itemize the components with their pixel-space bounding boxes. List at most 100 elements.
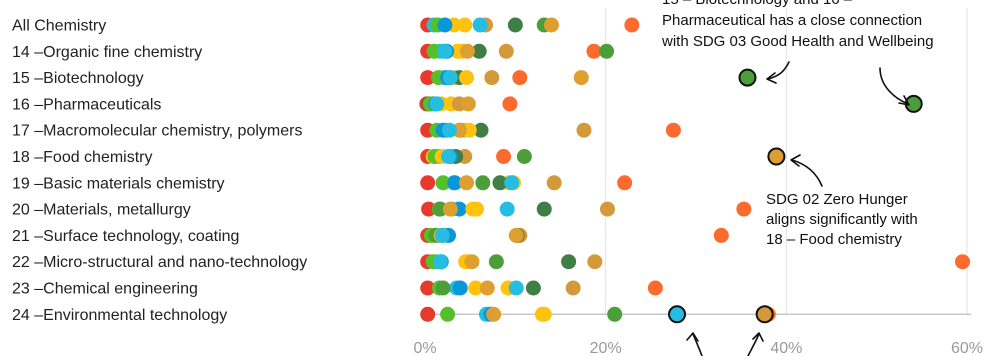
data-point: [435, 175, 451, 191]
arrowhead-icon: [752, 332, 764, 342]
data-point: [573, 70, 589, 86]
data-point: [486, 306, 502, 322]
highlighted-point: [668, 305, 687, 324]
data-point: [421, 201, 437, 217]
data-point: [464, 254, 480, 270]
category-label: 20 –Materials, metallurgy: [12, 202, 191, 219]
arrow-icon: [791, 159, 823, 187]
category-label: 14 –Organic fine chemistry: [12, 44, 202, 61]
data-point: [459, 70, 475, 86]
data-point: [457, 17, 473, 33]
data-point: [586, 43, 602, 59]
arrow-icon: [879, 67, 909, 105]
data-point: [624, 17, 640, 33]
category-label: 21 –Surface technology, coating: [12, 228, 239, 245]
highlighted-points: [668, 68, 923, 324]
data-point: [459, 43, 475, 59]
data-point: [508, 227, 524, 243]
data-point: [543, 17, 559, 33]
category-label: 18 –Food chemistry: [12, 149, 153, 166]
x-tick-label: 20%: [590, 340, 622, 356]
data-point: [498, 43, 514, 59]
x-tick-label: 60%: [951, 340, 983, 356]
data-point: [508, 280, 524, 296]
data-point: [516, 149, 532, 164]
annotation-pharma-line-1: 15 – Biotechnology and 16 –: [662, 0, 853, 8]
data-point: [459, 175, 475, 191]
data-point: [525, 280, 541, 296]
data-point: [442, 201, 458, 217]
data-point: [442, 70, 458, 86]
annotation-food-line-1: SDG 02 Zero Hunger: [766, 191, 908, 208]
data-point: [465, 201, 481, 217]
data-point: [452, 280, 468, 296]
x-axis-ticks: 0% 20% 40% 60%: [413, 340, 983, 356]
data-point: [460, 96, 476, 112]
data-point: [473, 122, 489, 138]
data-point: [437, 43, 453, 59]
arrowhead-icon: [790, 154, 801, 167]
arrow-icon: [692, 333, 703, 356]
data-point: [471, 43, 487, 59]
data-point: [599, 43, 615, 59]
data-point: [472, 17, 488, 33]
data-point: [561, 254, 577, 270]
data-point: [536, 201, 552, 217]
data-point: [420, 175, 436, 191]
annotation-food-line-2: aligns significantly with: [766, 211, 918, 228]
data-point: [426, 43, 442, 59]
highlighted-point: [738, 68, 757, 87]
data-point: [435, 280, 451, 296]
category-label: 16 –Pharmaceuticals: [12, 96, 161, 113]
data-point: [576, 122, 592, 138]
data-point: [475, 175, 491, 191]
category-label: 19 –Basic materials chemistry: [12, 175, 225, 192]
data-point: [534, 306, 550, 322]
data-point: [437, 17, 453, 33]
data-point: [432, 254, 448, 270]
category-label: All Chemistry: [12, 18, 106, 35]
data-point: [736, 201, 752, 217]
arrowhead-icon: [898, 95, 910, 106]
category-labels: All Chemistry 14 –Organic fine chemistry 1…: [12, 18, 307, 324]
data-point: [587, 254, 603, 270]
data-points: [419, 17, 970, 322]
category-label: 23 –Chemical engineering: [12, 281, 198, 298]
annotations: 15 – Biotechnology and 16 – Pharmaceutic…: [661, 0, 934, 356]
category-label: 24 –Environmental technology: [12, 307, 227, 324]
arrowhead-icon: [686, 332, 699, 342]
data-point: [468, 280, 484, 296]
data-point: [429, 96, 445, 112]
x-tick-label: 0%: [413, 340, 436, 356]
data-point: [484, 70, 500, 86]
data-point: [599, 201, 615, 217]
annotation-pharma-line-2: Pharmaceutical has a close connection: [662, 12, 922, 29]
data-point: [420, 70, 436, 86]
arrowhead-icon: [766, 72, 777, 84]
data-point: [607, 306, 623, 322]
data-point: [565, 280, 581, 296]
category-label: 17 –Macromolecular chemistry, polymers: [12, 123, 302, 140]
data-point: [440, 306, 456, 322]
data-point: [479, 280, 495, 296]
data-point: [502, 96, 518, 112]
arrow-icon: [747, 333, 760, 356]
highlighted-point: [767, 147, 786, 166]
data-point: [499, 201, 515, 217]
data-point: [504, 175, 520, 191]
data-point: [420, 306, 436, 322]
arrow-icon: [767, 61, 790, 80]
data-point: [507, 17, 523, 33]
data-point: [441, 122, 457, 138]
data-point: [713, 227, 729, 243]
data-point: [492, 175, 508, 191]
data-point: [617, 175, 633, 191]
data-point: [440, 149, 456, 164]
highlighted-point: [755, 305, 774, 324]
data-point: [665, 122, 681, 138]
x-tick-label: 40%: [770, 340, 802, 356]
data-point: [954, 254, 970, 270]
annotation-food-line-3: 18 – Food chemistry: [766, 231, 902, 248]
data-point: [434, 227, 450, 243]
